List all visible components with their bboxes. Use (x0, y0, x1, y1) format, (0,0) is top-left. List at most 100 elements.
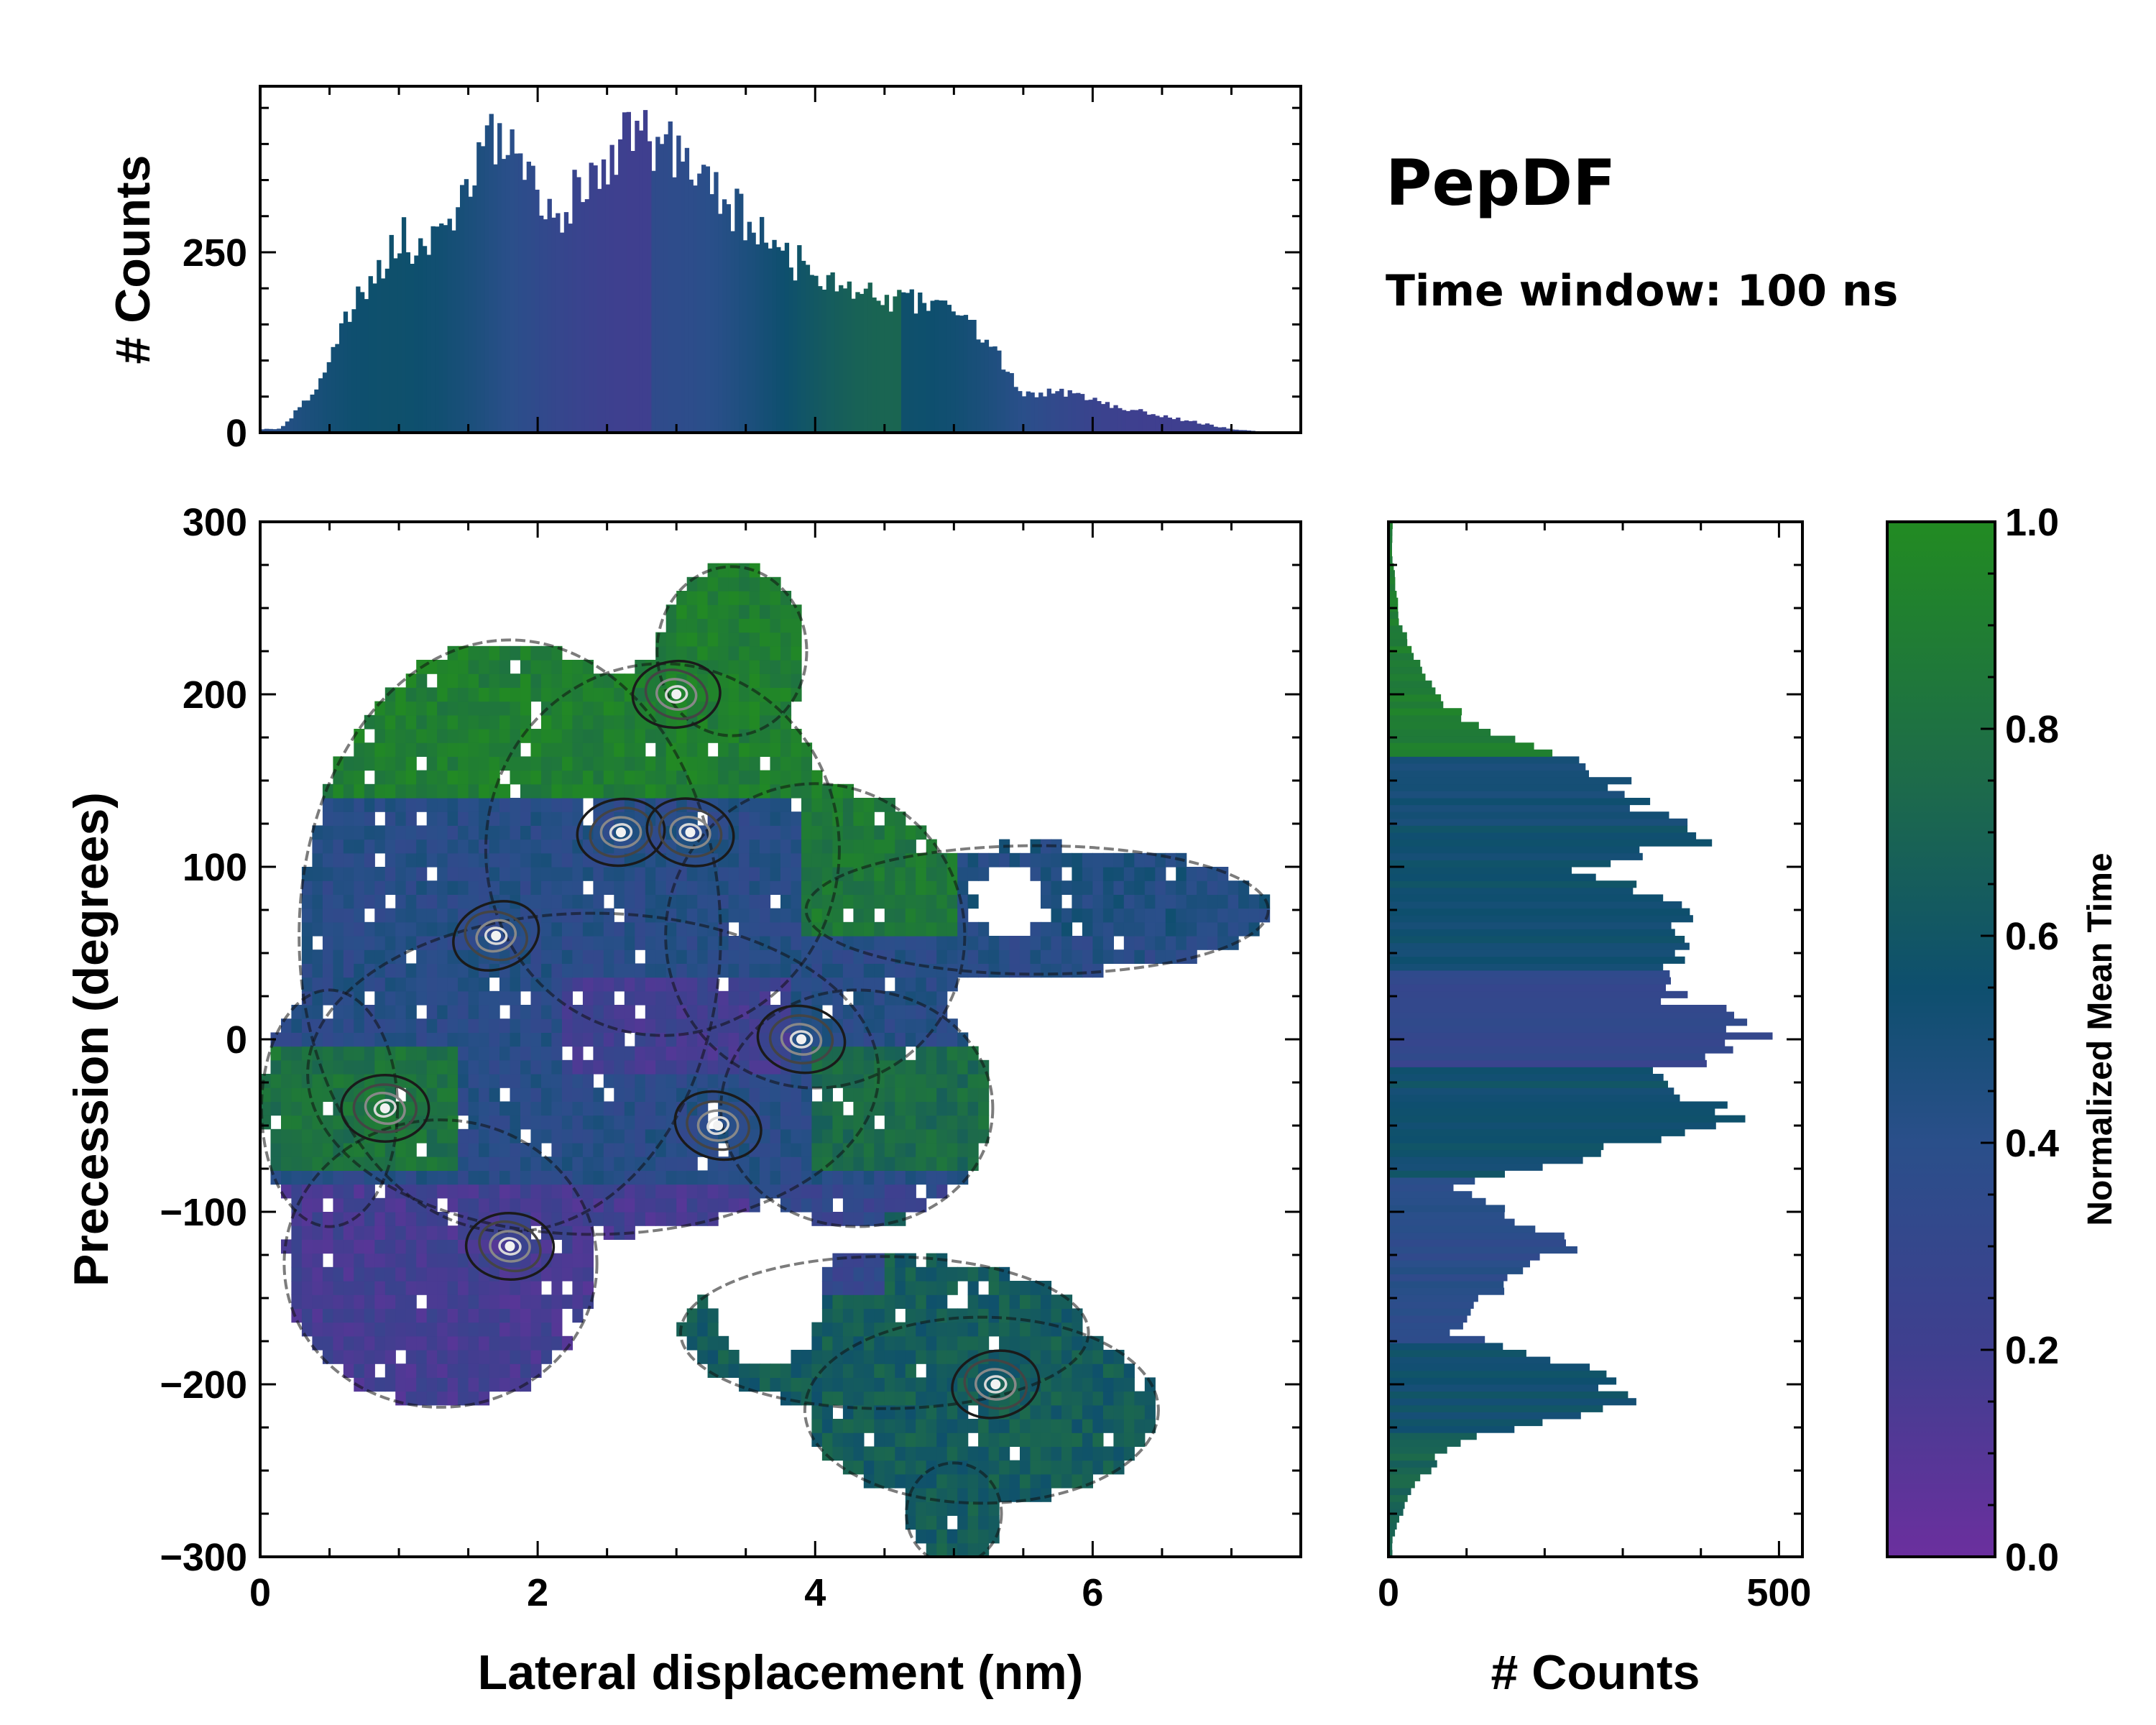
heatmap-cell (739, 1197, 750, 1213)
heatmap-cell (270, 1128, 282, 1144)
heatmap-cell (832, 1170, 844, 1185)
heatmap-cell (760, 921, 771, 937)
top-histogram-bar (505, 155, 510, 433)
heatmap-cell (697, 908, 709, 923)
heatmap-cell (655, 963, 667, 978)
top-histogram-bar (851, 298, 856, 433)
top-histogram-bar (393, 258, 398, 433)
heatmap-cell (541, 852, 553, 868)
heatmap-cell (655, 1197, 667, 1213)
heatmap-cell (874, 1266, 885, 1282)
heatmap-cells (260, 563, 1271, 1557)
heatmap-cell (416, 1184, 428, 1199)
right-histogram-bar (1388, 1115, 1746, 1123)
heatmap-cell (416, 839, 428, 854)
heatmap-cell (354, 1239, 365, 1254)
heatmap-cell (437, 729, 448, 743)
heatmap-cell (395, 1212, 407, 1226)
top-histogram-bars (260, 110, 1272, 433)
heatmap-cell (926, 852, 937, 868)
heatmap-cell (645, 977, 656, 992)
heatmap-cell (999, 1322, 1010, 1337)
heatmap-cell (905, 1018, 916, 1033)
heatmap-cell (510, 1308, 521, 1323)
heatmap-cell (936, 963, 948, 978)
heatmap-cell (863, 921, 875, 937)
heatmap-cell (780, 908, 792, 923)
heatmap-cell (863, 936, 875, 950)
heatmap-cell (364, 852, 375, 868)
heatmap-cell (978, 1432, 990, 1447)
heatmap-cell (614, 1032, 625, 1047)
heatmap-cell (530, 1308, 542, 1323)
heatmap-cell (572, 1253, 584, 1268)
heatmap-cell (1197, 921, 1208, 937)
heatmap-cell (1102, 1363, 1114, 1378)
heatmap-cell (749, 742, 760, 757)
heatmap-cell (343, 756, 354, 771)
top-histogram-bar (435, 226, 440, 433)
heatmap-cell (1009, 936, 1021, 950)
heatmap-cell (499, 1363, 511, 1378)
heatmap-cell (842, 1046, 854, 1061)
heatmap-cell (728, 742, 740, 757)
heatmap-cell (561, 1143, 573, 1157)
heatmap-cell (749, 770, 760, 785)
heatmap-cell (936, 1115, 948, 1130)
top-histogram-bar (668, 121, 673, 433)
heatmap-cell (291, 1184, 303, 1199)
heatmap-cell (999, 1377, 1010, 1392)
heatmap-cell (978, 1115, 990, 1130)
heatmap-cell (884, 825, 895, 840)
heatmap-cell (561, 783, 573, 799)
heatmap-cell (510, 1377, 521, 1392)
heatmap-cell (499, 742, 511, 757)
heatmap-cell (770, 936, 781, 950)
heatmap-cell (728, 852, 740, 868)
heatmap-cell (426, 1281, 438, 1295)
heatmap-cell (770, 1170, 781, 1185)
heatmap-cell (354, 742, 365, 757)
right-histogram-bar (1388, 701, 1444, 709)
top-histogram-bar (635, 121, 640, 433)
heatmap-cell (1030, 936, 1041, 950)
heatmap-cell (853, 949, 865, 964)
heatmap-cell (821, 1032, 833, 1047)
heatmap-cell (1092, 1404, 1104, 1420)
heatmap-cell (1061, 1335, 1073, 1351)
heatmap-cell (791, 1170, 802, 1185)
heatmap-cell (395, 1335, 407, 1351)
heatmap-cell (655, 894, 667, 909)
heatmap-cell (1134, 1391, 1146, 1406)
heatmap-cell (946, 1032, 958, 1047)
heatmap-cell (791, 1087, 802, 1102)
heatmap-cell (530, 1074, 542, 1088)
heatmap-cell (333, 1170, 344, 1185)
heatmap-cell (281, 1059, 292, 1075)
heatmap-cell (426, 783, 438, 799)
heatmap-cell (832, 1363, 844, 1378)
heatmap-cell (1227, 894, 1239, 909)
heatmap-cell (333, 921, 344, 937)
heatmap-cell (416, 1350, 428, 1364)
heatmap-cell (821, 963, 833, 978)
heatmap-cell (1165, 852, 1176, 868)
heatmap-cell (895, 1143, 906, 1157)
right-histogram-bar (1388, 1080, 1668, 1088)
heatmap-cell (312, 1170, 323, 1185)
heatmap-cell (582, 949, 594, 964)
top-histogram-bar (326, 362, 331, 433)
heatmap-cell (780, 1101, 792, 1116)
heatmap-cell (697, 632, 709, 647)
heatmap-cell (468, 1143, 479, 1157)
heatmap-cell (999, 1308, 1010, 1323)
heatmap-cell (739, 604, 750, 619)
heatmap-cell (405, 977, 417, 992)
heatmap-cell (780, 1377, 792, 1392)
y-tick-label: 200 (183, 673, 247, 717)
heatmap-cell (551, 949, 563, 964)
heatmap-cell (884, 1335, 895, 1351)
heatmap-cell (322, 852, 333, 868)
heatmap-cell (1061, 880, 1073, 895)
